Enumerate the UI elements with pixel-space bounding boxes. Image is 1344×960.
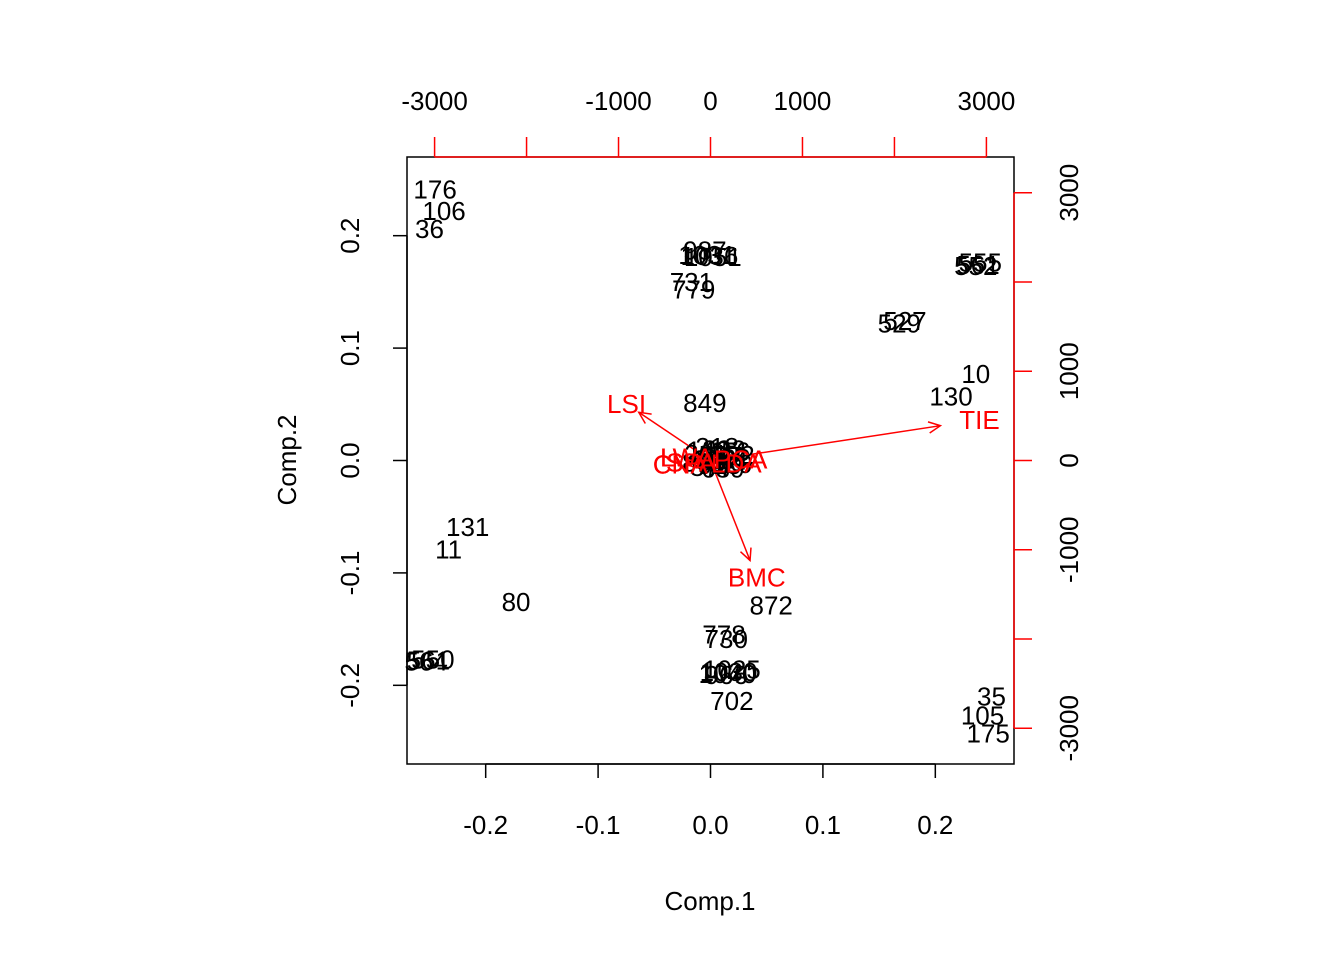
score-label: 550 bbox=[411, 644, 454, 674]
x-axis-title: Comp.1 bbox=[664, 886, 755, 916]
score-label: 131 bbox=[446, 512, 489, 542]
loading-arrow bbox=[709, 460, 751, 561]
score-label: 529 bbox=[878, 308, 921, 338]
score-label: 702 bbox=[710, 686, 753, 716]
score-label: 561 bbox=[407, 646, 450, 676]
top-axis-tick-label: -1000 bbox=[585, 86, 652, 116]
loading-label: LDA bbox=[711, 449, 762, 479]
score-label: 11 bbox=[435, 534, 462, 564]
right-axis-tick-label: -3000 bbox=[1054, 695, 1084, 762]
score-label: 322 bbox=[702, 434, 745, 464]
top-axis-tick-label: 1000 bbox=[774, 86, 832, 116]
score-label: 456 bbox=[707, 437, 750, 467]
left-axis-tick-label: 0.1 bbox=[335, 330, 365, 366]
right-axis-tick-label: -1000 bbox=[1054, 517, 1084, 584]
score-label: 106 bbox=[422, 196, 465, 226]
score-label: 731 bbox=[670, 267, 713, 297]
score-labels: 1761063698710311036105173177955556155252… bbox=[404, 175, 1009, 749]
score-label: 915 bbox=[698, 450, 741, 480]
score-label: 592 bbox=[711, 440, 754, 470]
left-axis-tick-label: -0.2 bbox=[335, 663, 365, 708]
score-cluster: 3183224562012576127448039154203776891435… bbox=[653, 432, 768, 483]
score-label: 779 bbox=[672, 275, 715, 305]
score-label: 1025 bbox=[703, 655, 761, 685]
loading-arrow-head bbox=[637, 411, 652, 424]
loading-arrow-head bbox=[720, 455, 735, 469]
loading-label: LSI bbox=[607, 389, 646, 419]
score-label: 201 bbox=[684, 439, 727, 469]
loading-arrow-head bbox=[692, 454, 707, 468]
left-axis-tick-label: 0.0 bbox=[335, 442, 365, 478]
loading-label: PCA bbox=[714, 444, 768, 474]
score-label: 744 bbox=[705, 446, 748, 476]
score-label: 612 bbox=[692, 444, 735, 474]
score-label: 1030 bbox=[700, 657, 758, 687]
loading-label: PCA bbox=[714, 444, 768, 474]
score-label: 105 bbox=[961, 701, 1004, 731]
score-label: 872 bbox=[750, 591, 793, 621]
score-label: 1031 bbox=[678, 240, 736, 270]
loading-arrow-head bbox=[724, 453, 738, 467]
left-axis-tick-label: -0.1 bbox=[335, 551, 365, 596]
loading-label: TIE bbox=[959, 405, 999, 435]
loading-label: CNA bbox=[653, 450, 709, 480]
right-axis-tick-label: 0 bbox=[1054, 453, 1084, 467]
score-label: 987 bbox=[683, 235, 726, 265]
score-label: 527 bbox=[883, 306, 926, 336]
score-label: 10 bbox=[961, 359, 990, 389]
y-axis-title: Comp.2 bbox=[272, 414, 302, 505]
score-label: 1040 bbox=[698, 659, 756, 689]
score-label: 555 bbox=[959, 248, 1002, 278]
score-label: 130 bbox=[929, 381, 972, 411]
score-label: 689 bbox=[701, 453, 744, 483]
score-label: 803 bbox=[682, 448, 725, 478]
loading-arrow-head bbox=[683, 456, 698, 469]
bottom-axis-tick-label: 0.2 bbox=[917, 810, 953, 840]
score-label: 1036 bbox=[680, 241, 738, 271]
loading-arrow-head bbox=[739, 547, 752, 563]
bottom-axis-tick-label: 0.1 bbox=[805, 810, 841, 840]
left-axis-tick-label: 0.2 bbox=[335, 218, 365, 254]
score-label: 175 bbox=[966, 719, 1009, 749]
top-axis-tick-label: -3000 bbox=[401, 86, 468, 116]
score-label: 561 bbox=[956, 250, 999, 280]
right-axis-tick-label: 3000 bbox=[1054, 164, 1084, 222]
loading-label: BMC bbox=[728, 562, 786, 592]
score-label: 143 bbox=[687, 435, 730, 465]
score-label: 1051 bbox=[684, 242, 742, 272]
axes: -0.2 -0.1 0.0 0.1 0.2 -0.2 -0.1 0.0 0.1 0.2 -3000 -… bbox=[335, 86, 1084, 840]
score-label: 730 bbox=[705, 624, 748, 654]
score-label: 849 bbox=[683, 388, 726, 418]
score-label: 36 bbox=[415, 214, 444, 244]
loading-label: LDA bbox=[711, 449, 762, 479]
score-label: 257 bbox=[699, 441, 742, 471]
top-axis-tick-label: 0 bbox=[703, 86, 717, 116]
loading-arrow-head bbox=[927, 421, 943, 434]
score-label: 420 bbox=[709, 449, 752, 479]
bottom-axis-tick-label: -0.1 bbox=[576, 810, 621, 840]
loading-arrow bbox=[638, 411, 711, 462]
bottom-axis-tick-label: 0.0 bbox=[692, 810, 728, 840]
score-label: 176 bbox=[413, 175, 456, 205]
score-label: 35 bbox=[977, 682, 1006, 712]
score-label: 778 bbox=[702, 620, 745, 650]
loading-arrow bbox=[693, 459, 711, 464]
bottom-axis-tick-label: -0.2 bbox=[463, 810, 508, 840]
score-label: 318 bbox=[696, 432, 739, 462]
loading-arrow bbox=[710, 459, 733, 464]
loading-label: SPA bbox=[666, 448, 717, 478]
score-label: 966 bbox=[705, 660, 748, 690]
loading-label: LWA bbox=[660, 442, 714, 472]
top-axis-tick-label: 3000 bbox=[957, 86, 1015, 116]
score-label: 564 bbox=[404, 647, 447, 677]
loading-label: LWA bbox=[660, 442, 714, 472]
loading-label: SPA bbox=[666, 448, 717, 478]
score-label: 377 bbox=[690, 452, 733, 482]
score-label: 80 bbox=[502, 587, 531, 617]
right-axis-tick-label: 1000 bbox=[1054, 342, 1084, 400]
score-label: 552 bbox=[954, 251, 997, 281]
loading-arrow bbox=[710, 424, 941, 462]
